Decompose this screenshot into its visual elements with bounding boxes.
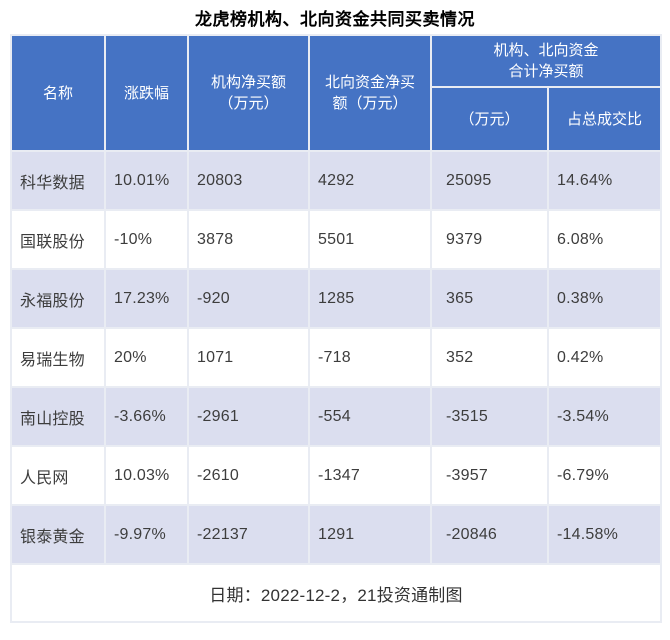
change-pct-cell: 17.23% (106, 270, 187, 327)
stock-name-cell: 易瑞生物 (12, 329, 104, 386)
north-net-buy-cell: -718 (310, 329, 430, 386)
footer-row: 日期：2022-12-2，21投资通制图 (12, 565, 661, 621)
stock-name-cell: 南山控股 (12, 388, 104, 445)
stock-name-cell: 银泰黄金 (12, 506, 104, 563)
table-row: 国联股份 -10% 3878 5501 9379 6.08% (12, 211, 661, 268)
north-net-buy-cell: -1347 (310, 447, 430, 504)
header-north-line1: 北向资金净买 (324, 74, 415, 91)
north-net-buy-cell: 1291 (310, 506, 430, 563)
inst-net-buy-cell: -2610 (189, 447, 308, 504)
stock-name-cell: 科华数据 (12, 152, 104, 209)
header-name-label: 名称 (42, 84, 73, 102)
header-combined-amount-label: （万元） (459, 110, 520, 128)
change-pct-cell: 20% (106, 329, 187, 386)
table-row: 银泰黄金 -9.97% -22137 1291 -20846 -14.58% (12, 506, 661, 563)
header-group-line2: 合计净买额 (508, 63, 584, 80)
data-table: 名称 涨跌幅 机构净买额 （万元） 北向资金净买 额（万元） 机构、北向资金 合… (10, 34, 663, 623)
header-north-line2: 额（万元） (332, 95, 408, 112)
change-pct-cell: -10% (106, 211, 187, 268)
header-change: 涨跌幅 (106, 36, 187, 150)
inst-net-buy-cell: -920 (189, 270, 308, 327)
inst-net-buy-cell: 20803 (189, 152, 308, 209)
table-row: 科华数据 10.01% 20803 4292 25095 14.64% (12, 152, 661, 209)
header-inst-line1: 机构净买额 (210, 74, 286, 91)
turnover-ratio-cell: -14.58% (549, 506, 661, 563)
header-combined-group: 机构、北向资金 合计净买额 (432, 36, 661, 86)
turnover-ratio-cell: -6.79% (549, 447, 661, 504)
header-north-net-buy: 北向资金净买 额（万元） (310, 36, 430, 150)
combined-net-buy-cell: -3957 (432, 447, 547, 504)
inst-net-buy-cell: 1071 (189, 329, 308, 386)
header-group-line1: 机构、北向资金 (493, 42, 599, 59)
north-net-buy-cell: 5501 (310, 211, 430, 268)
table-row: 南山控股 -3.66% -2961 -554 -3515 -3.54% (12, 388, 661, 445)
change-pct-cell: -3.66% (106, 388, 187, 445)
stock-name-cell: 国联股份 (12, 211, 104, 268)
combined-net-buy-cell: 365 (432, 270, 547, 327)
inst-net-buy-cell: 3878 (189, 211, 308, 268)
north-net-buy-cell: 1285 (310, 270, 430, 327)
table-row: 易瑞生物 20% 1071 -718 352 0.42% (12, 329, 661, 386)
stock-name-cell: 永福股份 (12, 270, 104, 327)
header-name: 名称 (12, 36, 104, 150)
combined-net-buy-cell: -3515 (432, 388, 547, 445)
turnover-ratio-cell: 6.08% (549, 211, 661, 268)
turnover-ratio-cell: 0.38% (549, 270, 661, 327)
turnover-ratio-cell: 0.42% (549, 329, 661, 386)
turnover-ratio-cell: -3.54% (549, 388, 661, 445)
inst-net-buy-cell: -2961 (189, 388, 308, 445)
change-pct-cell: -9.97% (106, 506, 187, 563)
north-net-buy-cell: 4292 (310, 152, 430, 209)
turnover-ratio-cell: 14.64% (549, 152, 661, 209)
combined-net-buy-cell: 9379 (432, 211, 547, 268)
combined-net-buy-cell: 25095 (432, 152, 547, 209)
footer-note: 日期：2022-12-2，21投资通制图 (12, 565, 661, 621)
change-pct-cell: 10.03% (106, 447, 187, 504)
header-inst-net-buy: 机构净买额 （万元） (189, 36, 308, 150)
inst-net-buy-cell: -22137 (189, 506, 308, 563)
table-row: 人民网 10.03% -2610 -1347 -3957 -6.79% (12, 447, 661, 504)
header-combined-ratio: 占总成交比 (549, 88, 661, 150)
header-change-label: 涨跌幅 (123, 84, 169, 102)
header-combined-ratio-label: 占总成交比 (567, 110, 643, 128)
table-row: 永福股份 17.23% -920 1285 365 0.38% (12, 270, 661, 327)
north-net-buy-cell: -554 (310, 388, 430, 445)
header-inst-line2: （万元） (218, 95, 279, 112)
combined-net-buy-cell: 352 (432, 329, 547, 386)
chart-title: 龙虎榜机构、北向资金共同买卖情况 (195, 10, 475, 29)
change-pct-cell: 10.01% (106, 152, 187, 209)
stock-name-cell: 人民网 (12, 447, 104, 504)
header-combined-amount: （万元） (432, 88, 547, 150)
combined-net-buy-cell: -20846 (432, 506, 547, 563)
